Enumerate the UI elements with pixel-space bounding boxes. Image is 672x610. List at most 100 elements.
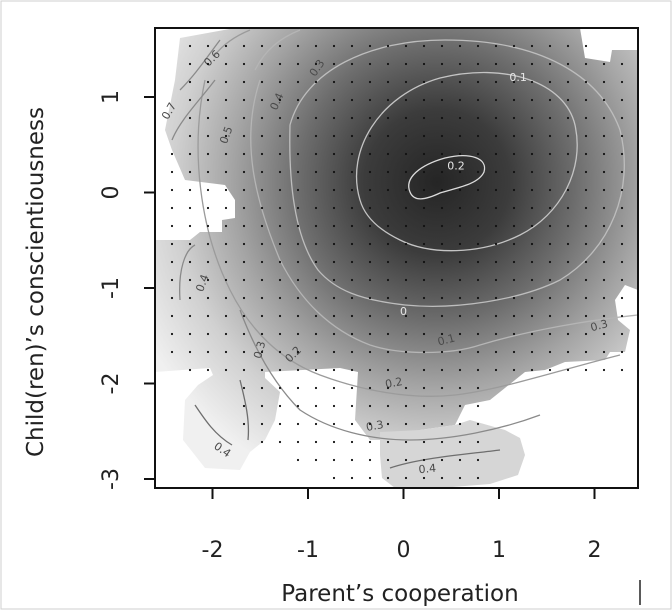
grid-point: [314, 422, 318, 426]
grid-point: [422, 368, 426, 372]
grid-point: [512, 224, 516, 228]
grid-point: [296, 386, 300, 390]
grid-point: [458, 152, 462, 156]
grid-point: [296, 458, 300, 462]
grid-point: [350, 242, 354, 246]
grid-point: [548, 260, 552, 264]
grid-point: [620, 368, 624, 372]
grid-point: [440, 332, 444, 336]
grid-point: [332, 242, 336, 246]
grid-point: [368, 422, 372, 426]
contour-label: 0.3: [251, 340, 268, 360]
grid-point: [206, 44, 210, 48]
grid-point: [350, 332, 354, 336]
grid-point: [368, 98, 372, 102]
grid-point: [224, 116, 228, 120]
grid-point: [368, 62, 372, 66]
grid-point: [566, 242, 570, 246]
grid-point: [422, 458, 426, 462]
grid-point: [512, 350, 516, 354]
grid-point: [386, 98, 390, 102]
grid-point: [188, 224, 192, 228]
grid-point: [332, 188, 336, 192]
grid-point: [206, 278, 210, 282]
grid-point: [458, 440, 462, 444]
grid-point: [530, 278, 534, 282]
grid-point: [350, 476, 354, 480]
grid-point: [620, 242, 624, 246]
grid-point: [584, 350, 588, 354]
surface-bottom-patch: [380, 420, 525, 488]
grid-point: [332, 296, 336, 300]
grid-point: [386, 404, 390, 408]
grid-point: [494, 206, 498, 210]
grid-point: [422, 314, 426, 318]
grid-point: [440, 170, 444, 174]
grid-point: [260, 332, 264, 336]
grid-point: [224, 134, 228, 138]
grid-point: [422, 134, 426, 138]
grid-point: [512, 116, 516, 120]
grid-point: [314, 44, 318, 48]
grid-point: [602, 314, 606, 318]
grid-point: [278, 116, 282, 120]
grid-point: [242, 62, 246, 66]
grid-point: [296, 422, 300, 426]
grid-point: [584, 242, 588, 246]
grid-point: [494, 62, 498, 66]
grid-point: [206, 368, 210, 372]
grid-point: [224, 260, 228, 264]
grid-point: [512, 206, 516, 210]
grid-point: [584, 278, 588, 282]
contour-label: 0: [400, 305, 407, 318]
grid-point: [368, 44, 372, 48]
grid-point: [242, 350, 246, 354]
grid-point: [314, 170, 318, 174]
grid-point: [440, 260, 444, 264]
grid-point: [170, 188, 174, 192]
grid-point: [188, 44, 192, 48]
grid-point: [188, 278, 192, 282]
grid-point: [584, 368, 588, 372]
grid-point: [620, 224, 624, 228]
grid-point: [188, 170, 192, 174]
grid-point: [530, 314, 534, 318]
grid-point: [332, 458, 336, 462]
grid-point: [494, 152, 498, 156]
grid-point: [422, 152, 426, 156]
grid-point: [620, 62, 624, 66]
grid-point: [278, 386, 282, 390]
grid-point: [476, 224, 480, 228]
grid-point: [494, 242, 498, 246]
grid-point: [386, 278, 390, 282]
grid-point: [566, 368, 570, 372]
grid-point: [332, 224, 336, 228]
grid-point: [368, 314, 372, 318]
grid-point: [494, 314, 498, 318]
grid-point: [170, 350, 174, 354]
grid-point: [440, 350, 444, 354]
grid-point: [296, 404, 300, 408]
grid-point: [188, 260, 192, 264]
grid-point: [386, 476, 390, 480]
grid-point: [440, 224, 444, 228]
grid-point: [458, 422, 462, 426]
grid-point: [368, 224, 372, 228]
surface: 0.70.60.50.40.30.40.3 0.200.10.20.30.30.4…: [155, 28, 638, 488]
grid-point: [278, 62, 282, 66]
grid-point: [260, 386, 264, 390]
grid-point: [170, 224, 174, 228]
grid-point: [404, 152, 408, 156]
grid-point: [368, 134, 372, 138]
grid-point: [368, 80, 372, 84]
grid-point: [458, 170, 462, 174]
grid-point: [476, 476, 480, 480]
grid-point: [440, 278, 444, 282]
grid-point: [188, 188, 192, 192]
grid-point: [494, 368, 498, 372]
grid-point: [314, 404, 318, 408]
grid-point: [224, 206, 228, 210]
grid-point: [422, 98, 426, 102]
grid-point: [242, 296, 246, 300]
grid-point: [368, 440, 372, 444]
